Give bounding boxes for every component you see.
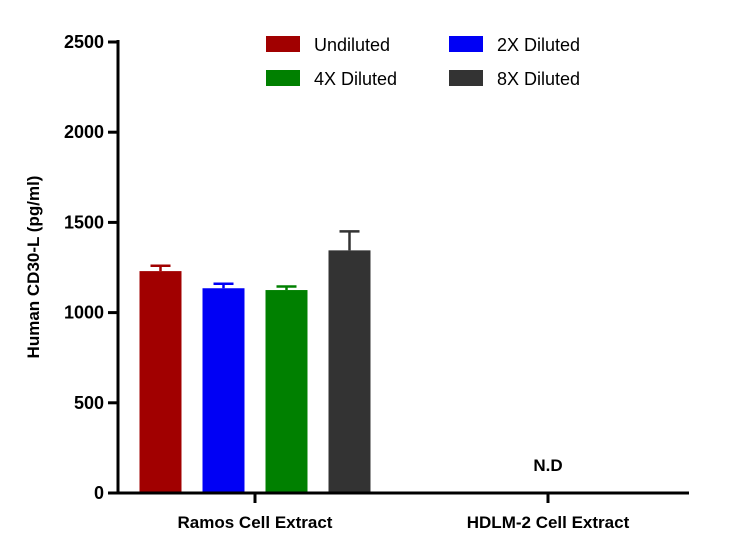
y-axis-label: Human CD30-L (pg/ml): [24, 176, 43, 359]
y-tick-label: 0: [94, 483, 104, 503]
legend-label: 4X Diluted: [314, 69, 397, 89]
y-tick-label: 500: [74, 393, 104, 413]
category-label: HDLM-2 Cell Extract: [467, 513, 630, 532]
y-tick-label: 2000: [64, 122, 104, 142]
ticks-layer: 0 500 1000 1500 2000 2500: [64, 32, 550, 503]
y-tick-label: 1000: [64, 303, 104, 323]
annotation-label: N.D: [533, 456, 562, 475]
legend-label: Undiluted: [314, 35, 390, 55]
y-tick-label: 2500: [64, 32, 104, 52]
legend-label: 8X Diluted: [497, 69, 580, 89]
y-tick-label: 1500: [64, 212, 104, 232]
axes-layer: [116, 40, 689, 495]
legend: Undiluted 2X Diluted 4X Diluted 8X Diluted: [266, 35, 580, 89]
bar: [202, 288, 245, 493]
category-label: Ramos Cell Extract: [178, 513, 333, 532]
category-labels: Ramos Cell Extract HDLM-2 Cell Extract: [178, 513, 630, 532]
legend-swatch: [266, 70, 300, 86]
bars-layer: [139, 230, 371, 493]
annotations: N.D: [533, 456, 562, 475]
bar: [265, 290, 308, 493]
legend-swatch: [449, 36, 483, 52]
bar: [139, 271, 182, 493]
legend-swatch: [449, 70, 483, 86]
bar: [328, 250, 371, 493]
legend-swatch: [266, 36, 300, 52]
legend-label: 2X Diluted: [497, 35, 580, 55]
